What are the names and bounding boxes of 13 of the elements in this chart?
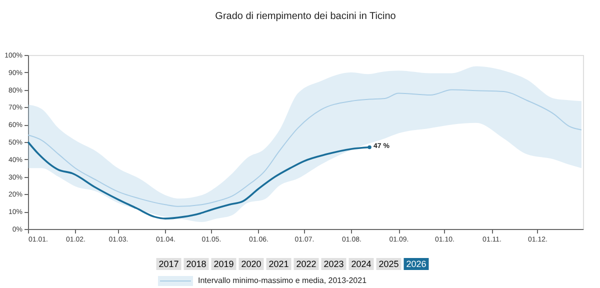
- text: 2017: [158, 259, 179, 269]
- text: 2025: [378, 259, 399, 269]
- text: 2024: [351, 259, 372, 269]
- legend-label: Intervallo minimo-massimo e media, 2013-2021: [198, 276, 368, 285]
- text: 2022: [296, 259, 316, 269]
- text: 2018: [186, 259, 206, 269]
- text: 2019: [214, 259, 234, 269]
- text: 2021: [268, 259, 289, 269]
- line-series: [28, 89, 582, 207]
- chart-title: Grado di riempimento dei bacini in Ticino: [215, 11, 396, 22]
- text: 2020: [241, 259, 262, 269]
- text: 2026: [406, 259, 426, 269]
- text: 2023: [324, 259, 344, 269]
